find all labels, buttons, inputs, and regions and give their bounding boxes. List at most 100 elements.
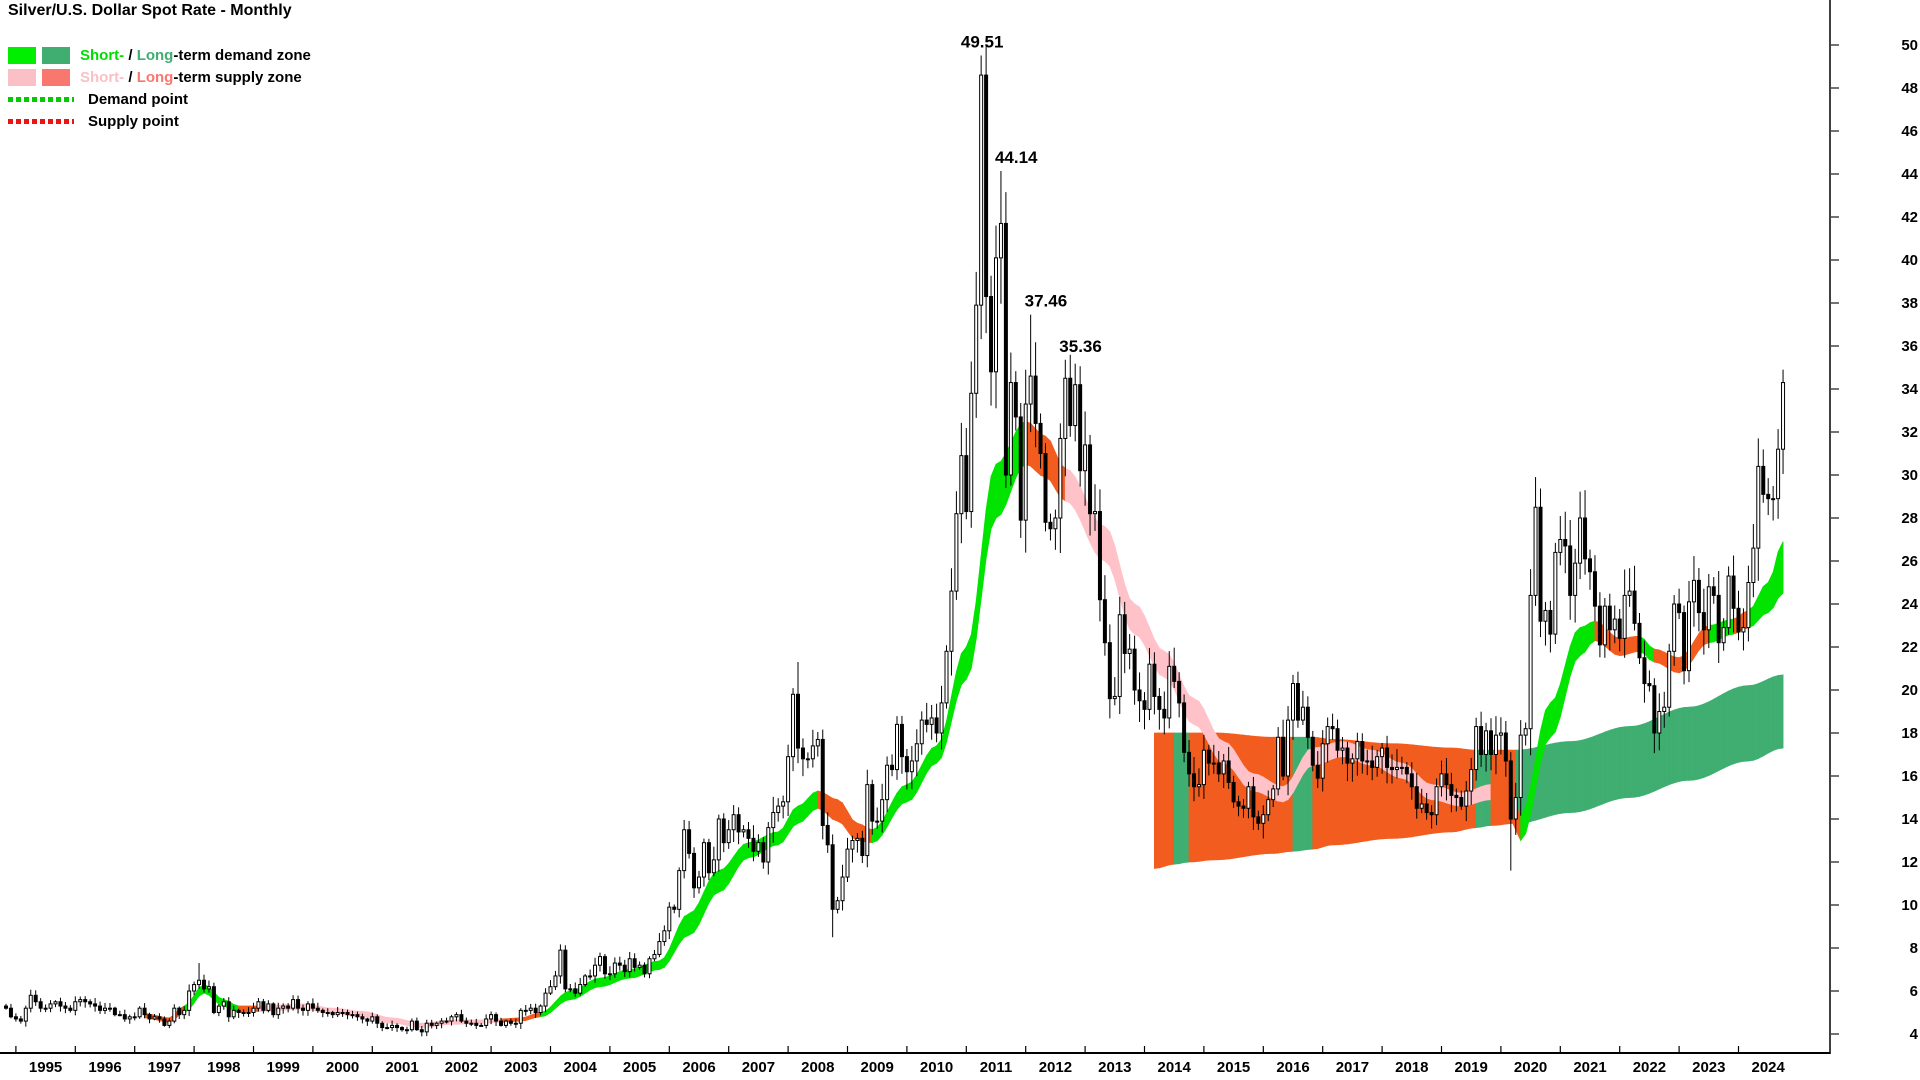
x-axis-year-label: 2012 [1039, 1059, 1072, 1076]
candle [1335, 719, 1340, 758]
candle [1632, 565, 1637, 631]
candle [1592, 555, 1597, 622]
candle [1380, 742, 1385, 774]
candle [1696, 568, 1701, 632]
candle [1167, 651, 1172, 729]
y-axis-price-label: 18 [1901, 725, 1918, 742]
candle [13, 1013, 18, 1022]
candle [355, 1011, 360, 1021]
candle [687, 821, 692, 859]
candle [538, 1004, 543, 1016]
y-axis-price-label: 20 [1901, 682, 1918, 699]
x-axis-year-label: 2010 [920, 1059, 953, 1076]
candle [1687, 581, 1691, 683]
candle [1474, 717, 1479, 781]
candle [588, 969, 593, 980]
candle [1424, 792, 1429, 820]
candle [924, 702, 929, 733]
candle [1622, 569, 1627, 658]
candle [315, 1002, 320, 1013]
candle [1691, 556, 1696, 627]
candle [206, 980, 211, 993]
candle [98, 1001, 103, 1014]
price-annotations: 49.51 44.14 37.46 35.36 [961, 33, 1102, 356]
y-axis-price-label: 42 [1901, 209, 1918, 226]
candle [880, 783, 885, 833]
candle [340, 1008, 345, 1017]
candle [1251, 776, 1256, 830]
candle [1078, 366, 1083, 487]
candle [1063, 359, 1068, 477]
candle [543, 988, 548, 1013]
candle [558, 944, 563, 984]
candle [1192, 757, 1196, 802]
candle [4, 1003, 8, 1010]
candle [28, 989, 33, 1013]
candle [454, 1012, 459, 1022]
candle [1107, 624, 1112, 719]
candle [810, 729, 815, 768]
candle [825, 812, 830, 853]
y-axis-price-label: 24 [1901, 596, 1918, 613]
candle [731, 805, 736, 842]
candle [1484, 722, 1489, 772]
candle [335, 1006, 340, 1018]
candle [444, 1017, 449, 1024]
candle [1083, 411, 1088, 506]
y-axis-price-label: 40 [1901, 252, 1918, 269]
candle [711, 846, 716, 877]
candle [18, 1015, 23, 1024]
legend-row-demand-point: Demand point [8, 89, 311, 110]
candle [1414, 772, 1419, 819]
candle [627, 951, 632, 978]
candle [236, 1008, 241, 1018]
candle [1122, 601, 1127, 674]
candle [1652, 678, 1657, 754]
swing-high-annotation: 44.14 [995, 148, 1038, 167]
candle [310, 998, 315, 1012]
candle [840, 864, 845, 911]
candle [692, 847, 697, 898]
page-title: Silver/U.S. Dollar Spot Rate - Monthly [8, 2, 292, 19]
candle [1746, 565, 1751, 642]
candle [563, 945, 568, 993]
legend-row-supply-zone: Short- / Long-term supply zone [8, 67, 311, 88]
candle [1568, 519, 1573, 620]
candle [568, 984, 573, 993]
candle [652, 949, 657, 962]
candle [281, 1003, 286, 1014]
candle [860, 830, 865, 864]
candle [117, 1010, 122, 1017]
candle [1736, 590, 1741, 641]
candle [88, 999, 93, 1008]
candle [1469, 757, 1474, 805]
candle [1231, 775, 1236, 808]
candle [736, 807, 741, 845]
long-term-demand-swatch [42, 47, 70, 64]
x-axis-year-label: 1997 [148, 1059, 181, 1076]
candle [93, 998, 98, 1012]
candle [637, 961, 642, 970]
y-axis-price-label: 6 [1910, 983, 1918, 1000]
candle [345, 1009, 350, 1020]
candle [751, 825, 756, 862]
candle [197, 963, 202, 989]
candle [177, 1006, 182, 1019]
x-axis-year-label: 2021 [1573, 1059, 1606, 1076]
candle [1058, 423, 1063, 554]
x-axis-year-label: 1996 [88, 1059, 121, 1076]
candle [1444, 758, 1449, 801]
candle [1637, 612, 1642, 665]
candle [1390, 754, 1394, 784]
candle [370, 1012, 375, 1024]
candle [1291, 674, 1295, 740]
candle [984, 46, 989, 334]
candle [1731, 555, 1736, 633]
candle [301, 1004, 305, 1016]
candle [870, 779, 875, 835]
candle [622, 959, 627, 977]
candle [1761, 449, 1766, 503]
x-axis-year-label: 2017 [1336, 1059, 1369, 1076]
candle [1404, 762, 1409, 784]
candle [766, 821, 771, 875]
